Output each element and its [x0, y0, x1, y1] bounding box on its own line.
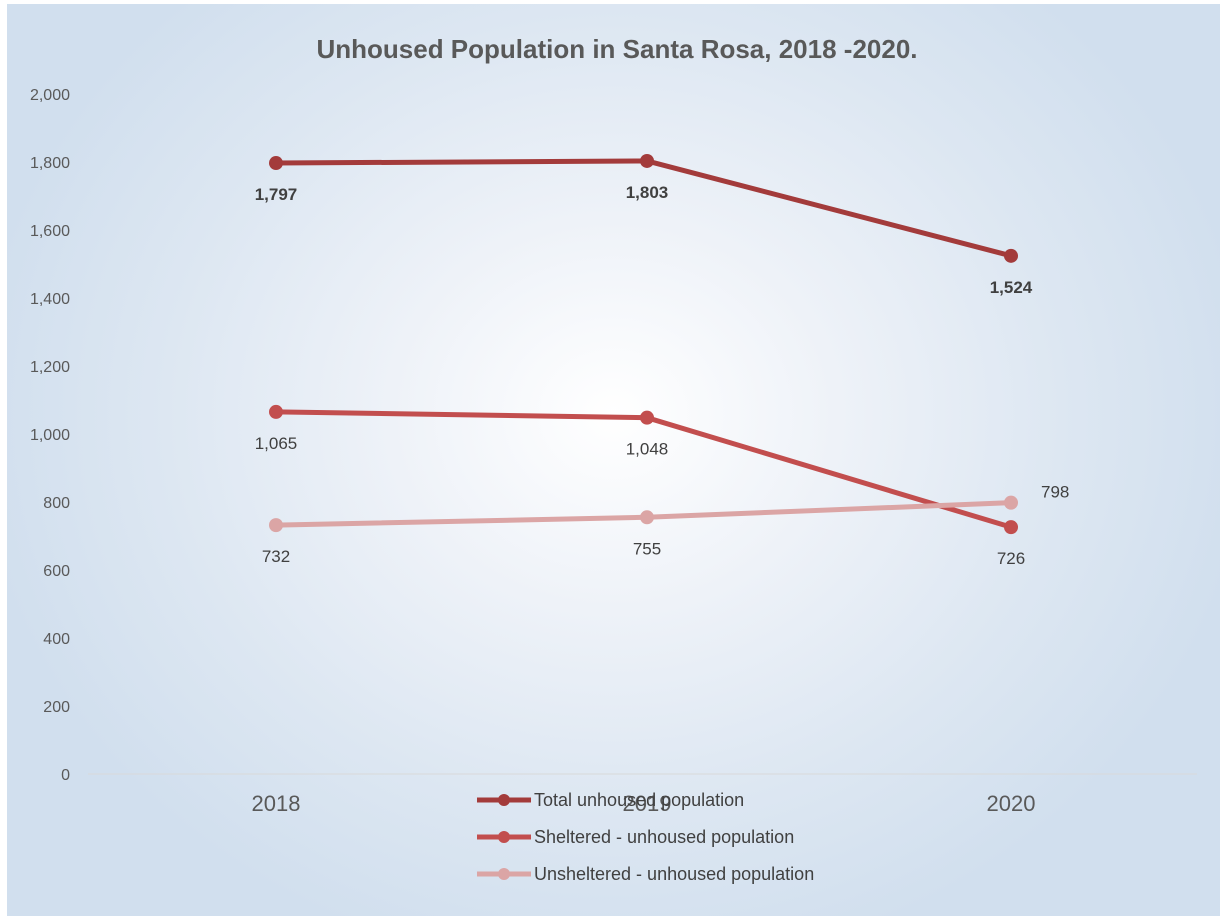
data-point: [269, 404, 283, 419]
data-point: [269, 518, 283, 533]
data-label: 1,803: [626, 183, 669, 202]
data-label: 726: [997, 549, 1025, 568]
series-2: [269, 404, 1018, 535]
series-layer: [269, 153, 1018, 535]
chart-title: Unhoused Population in Santa Rosa, 2018 …: [316, 34, 917, 64]
y-tick-label: 1,200: [30, 359, 70, 376]
data-label: 1,065: [255, 434, 298, 453]
legend-marker: [498, 831, 510, 843]
series-1: [269, 153, 1018, 263]
data-point: [640, 410, 654, 425]
data-label: 1,797: [255, 185, 298, 204]
x-axis: 2018 2019 2020: [252, 791, 1036, 816]
legend-label: Total unhoused population: [534, 790, 744, 810]
x-tick-label: 2020: [987, 791, 1036, 816]
series-line: [273, 409, 1014, 530]
series-3: [269, 495, 1018, 533]
legend-marker: [498, 794, 510, 806]
legend-marker: [498, 868, 510, 880]
data-point: [640, 510, 654, 525]
data-labels: 1,797 1,803 1,524 1,065 1,048 726 732 755 798: [255, 183, 1070, 568]
y-tick-label: 600: [43, 563, 70, 580]
x-tick-label: 2018: [252, 791, 301, 816]
data-label: 755: [633, 539, 661, 558]
y-axis: 0 200 400 600 800 1,000 1,200 1,400 1,600 1,800 2,…: [30, 87, 70, 784]
legend-item: Total unhoused population: [477, 790, 744, 810]
legend-item: Sheltered - unhoused population: [477, 827, 794, 847]
data-label: 798: [1041, 483, 1069, 502]
legend: Total unhoused population Sheltered - unh…: [477, 790, 814, 884]
series-line: [273, 158, 1014, 259]
y-tick-label: 1,000: [30, 427, 70, 444]
line-chart: Unhoused Population in Santa Rosa, 2018 …: [30, 34, 1197, 884]
legend-label: Sheltered - unhoused population: [534, 827, 794, 847]
data-point: [1004, 520, 1018, 535]
y-tick-label: 2,000: [30, 87, 70, 104]
y-tick-label: 1,600: [30, 223, 70, 240]
data-point: [1004, 248, 1018, 263]
data-point: [1004, 495, 1018, 510]
y-tick-label: 1,800: [30, 155, 70, 172]
y-tick-label: 1,400: [30, 291, 70, 308]
data-label: 732: [262, 547, 290, 566]
data-label: 1,048: [626, 440, 669, 459]
y-tick-label: 200: [43, 699, 70, 716]
y-tick-label: 800: [43, 495, 70, 512]
legend-item: Unsheltered - unhoused population: [477, 864, 814, 884]
data-point: [269, 156, 283, 171]
legend-label: Unsheltered - unhoused population: [534, 864, 814, 884]
chart-frame: Unhoused Population in Santa Rosa, 2018 …: [7, 4, 1220, 916]
y-tick-label: 0: [61, 767, 70, 784]
data-label: 1,524: [990, 278, 1033, 297]
data-point: [640, 153, 654, 168]
y-tick-label: 400: [43, 631, 70, 648]
x-tick-label: 2019: [623, 791, 672, 816]
